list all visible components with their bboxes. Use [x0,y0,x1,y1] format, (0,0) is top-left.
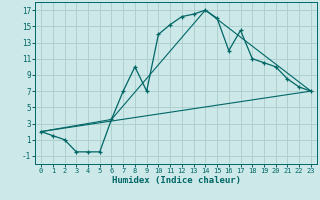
X-axis label: Humidex (Indice chaleur): Humidex (Indice chaleur) [111,176,241,185]
